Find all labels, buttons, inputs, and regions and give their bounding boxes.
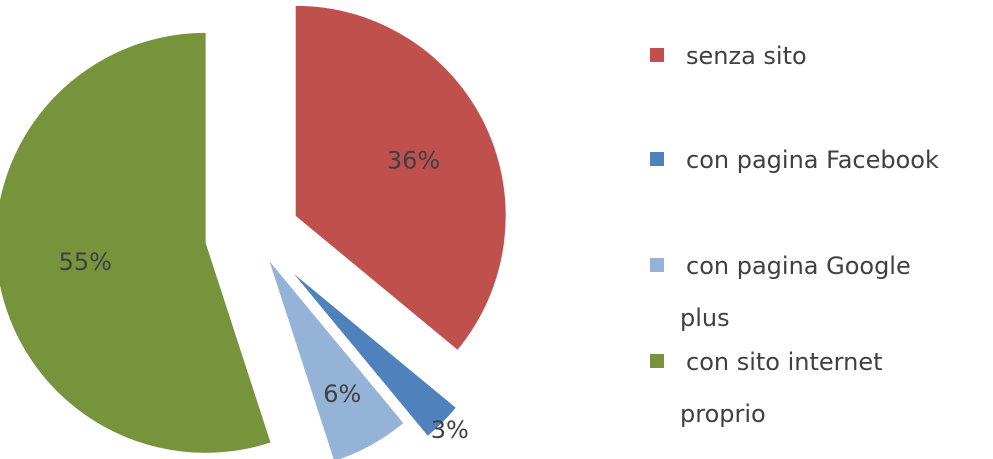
legend-swatch-senza-sito <box>650 48 664 62</box>
pie-slices <box>0 5 506 459</box>
legend-swatch-facebook <box>650 152 664 166</box>
legend-label-sito-proprio-line2: proprio <box>680 400 766 428</box>
legend-label-google-plus: con pagina Google <box>686 252 911 280</box>
pie-label-0: 36% <box>387 146 440 174</box>
legend-item-senza-sito: senza sito <box>650 30 980 82</box>
legend-item-google-plus: con pagina Google plus <box>650 240 980 344</box>
pie-slice-3 <box>0 32 271 453</box>
legend-label-senza-sito: senza sito <box>686 42 807 70</box>
legend-swatch-sito-proprio <box>650 354 664 368</box>
pie-labels: 36% 3% 6% 55% <box>59 146 469 443</box>
pie-slice-0 <box>295 5 506 350</box>
legend-item-sito-proprio: con sito internet proprio <box>650 336 980 440</box>
legend-label-google-plus-line2: plus <box>680 304 730 332</box>
pie-chart: 36% 3% 6% 55% <box>0 5 506 459</box>
legend-label-sito-proprio: con sito internet <box>686 348 883 376</box>
pie-label-1: 3% <box>431 416 469 444</box>
legend-swatch-google-plus <box>650 258 664 272</box>
legend-label-facebook: con pagina Facebook <box>686 146 939 174</box>
pie-label-2: 6% <box>323 380 361 408</box>
legend-item-facebook: con pagina Facebook <box>650 134 980 186</box>
pie-label-3: 55% <box>59 248 112 276</box>
pie-slice-2 <box>269 261 404 459</box>
pie-slice-1 <box>293 273 456 436</box>
